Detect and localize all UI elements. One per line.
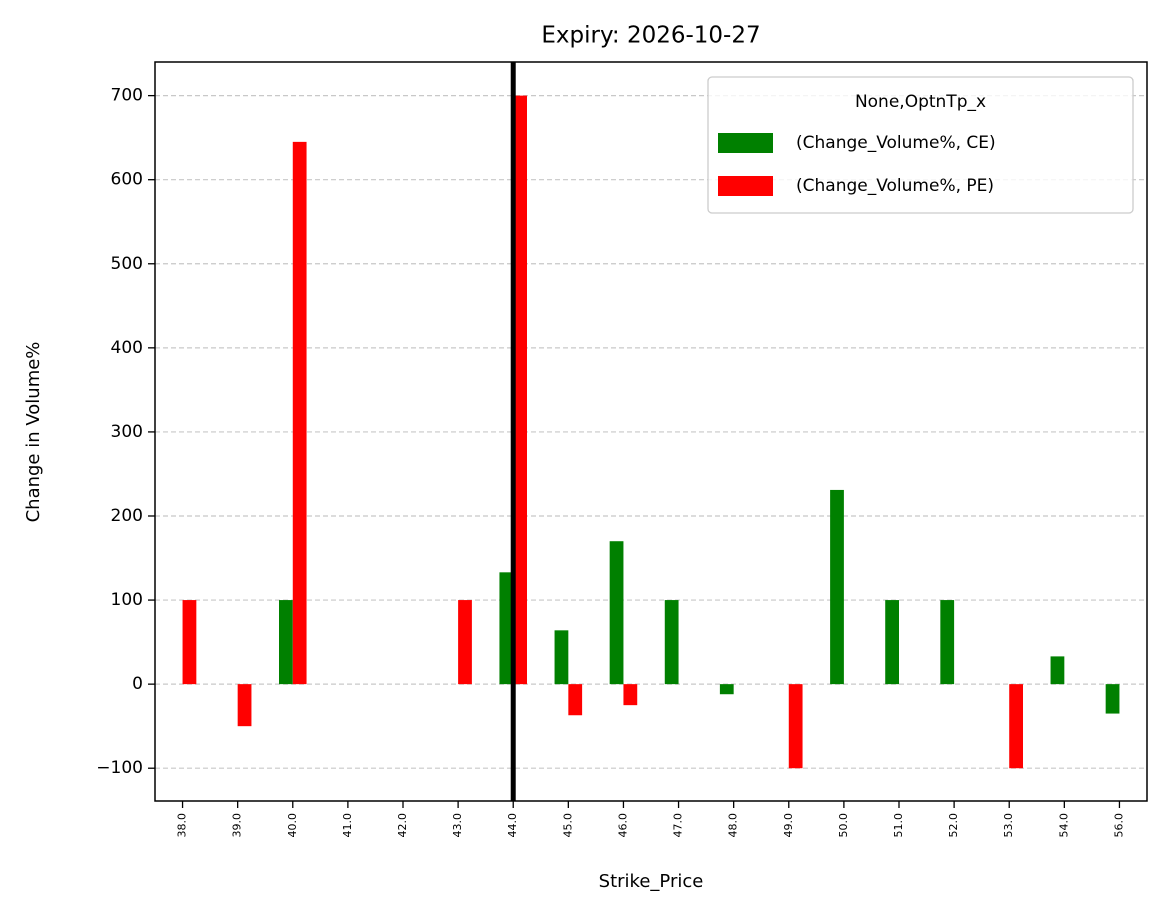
- x-tick-label: 50.0: [837, 813, 850, 838]
- x-tick-label: 48.0: [727, 813, 740, 838]
- y-tick-label: 300: [111, 422, 143, 442]
- x-tick-label: 56.0: [1112, 813, 1125, 838]
- x-tick-label: 41.0: [341, 813, 354, 838]
- bar: [719, 684, 734, 695]
- y-tick-label: 500: [111, 254, 143, 274]
- bar: [279, 600, 293, 685]
- bar: [664, 600, 679, 685]
- y-tick-label: −100: [96, 758, 143, 778]
- bar: [623, 684, 638, 706]
- legend-swatch: [718, 176, 773, 196]
- x-tick-label: 52.0: [947, 813, 960, 838]
- legend: None,OptnTp_x (Change_Volume%, CE) (Change…: [707, 76, 1134, 214]
- x-tick-label: 49.0: [782, 813, 795, 838]
- x-tick-label: 45.0: [561, 813, 574, 838]
- legend-title: None,OptnTp_x: [855, 92, 986, 112]
- bar: [237, 684, 252, 727]
- x-tick-label: 43.0: [451, 813, 464, 838]
- bar: [1105, 684, 1120, 714]
- x-tick-label: 47.0: [672, 813, 685, 838]
- bar: [458, 600, 472, 685]
- x-tick-label: 54.0: [1057, 813, 1070, 838]
- legend-swatch: [718, 133, 773, 153]
- x-tick-label: 51.0: [892, 813, 905, 838]
- bar: [568, 684, 583, 716]
- legend-box: [707, 76, 1134, 214]
- bar: [292, 141, 307, 685]
- bar: [830, 489, 844, 685]
- bar: [1050, 656, 1065, 685]
- legend-label: (Change_Volume%, CE): [796, 133, 996, 153]
- bar: [788, 684, 803, 769]
- y-tick-label: 0: [132, 674, 143, 694]
- bar: [499, 572, 514, 685]
- x-tick-label: 46.0: [616, 813, 629, 838]
- y-tick-label: 700: [111, 86, 143, 106]
- y-tick-label: 100: [111, 590, 143, 610]
- bar: [885, 600, 899, 685]
- y-axis-label: Change in Volume%: [23, 342, 44, 523]
- x-tick-label: 39.0: [231, 813, 244, 838]
- x-tick-label: 38.0: [176, 813, 189, 838]
- y-tick-label: 400: [111, 338, 143, 358]
- bar: [609, 541, 624, 685]
- bar: [940, 600, 955, 685]
- y-tick-label: 600: [111, 170, 143, 190]
- bar: [182, 600, 197, 685]
- x-axis-label: Strike_Price: [599, 871, 704, 892]
- chart-title: Expiry: 2026-10-27: [541, 23, 760, 49]
- x-tick-label: 53.0: [1002, 813, 1015, 838]
- x-tick-label: 44.0: [506, 813, 519, 838]
- bar: [1009, 684, 1023, 769]
- bar: [554, 630, 569, 685]
- plot-frame: [154, 61, 1148, 802]
- legend-label: (Change_Volume%, PE): [796, 176, 994, 196]
- x-tick-label: 40.0: [286, 813, 299, 838]
- x-tick-label: 42.0: [396, 813, 409, 838]
- y-tick-label: 200: [111, 506, 143, 526]
- bar: [513, 95, 527, 685]
